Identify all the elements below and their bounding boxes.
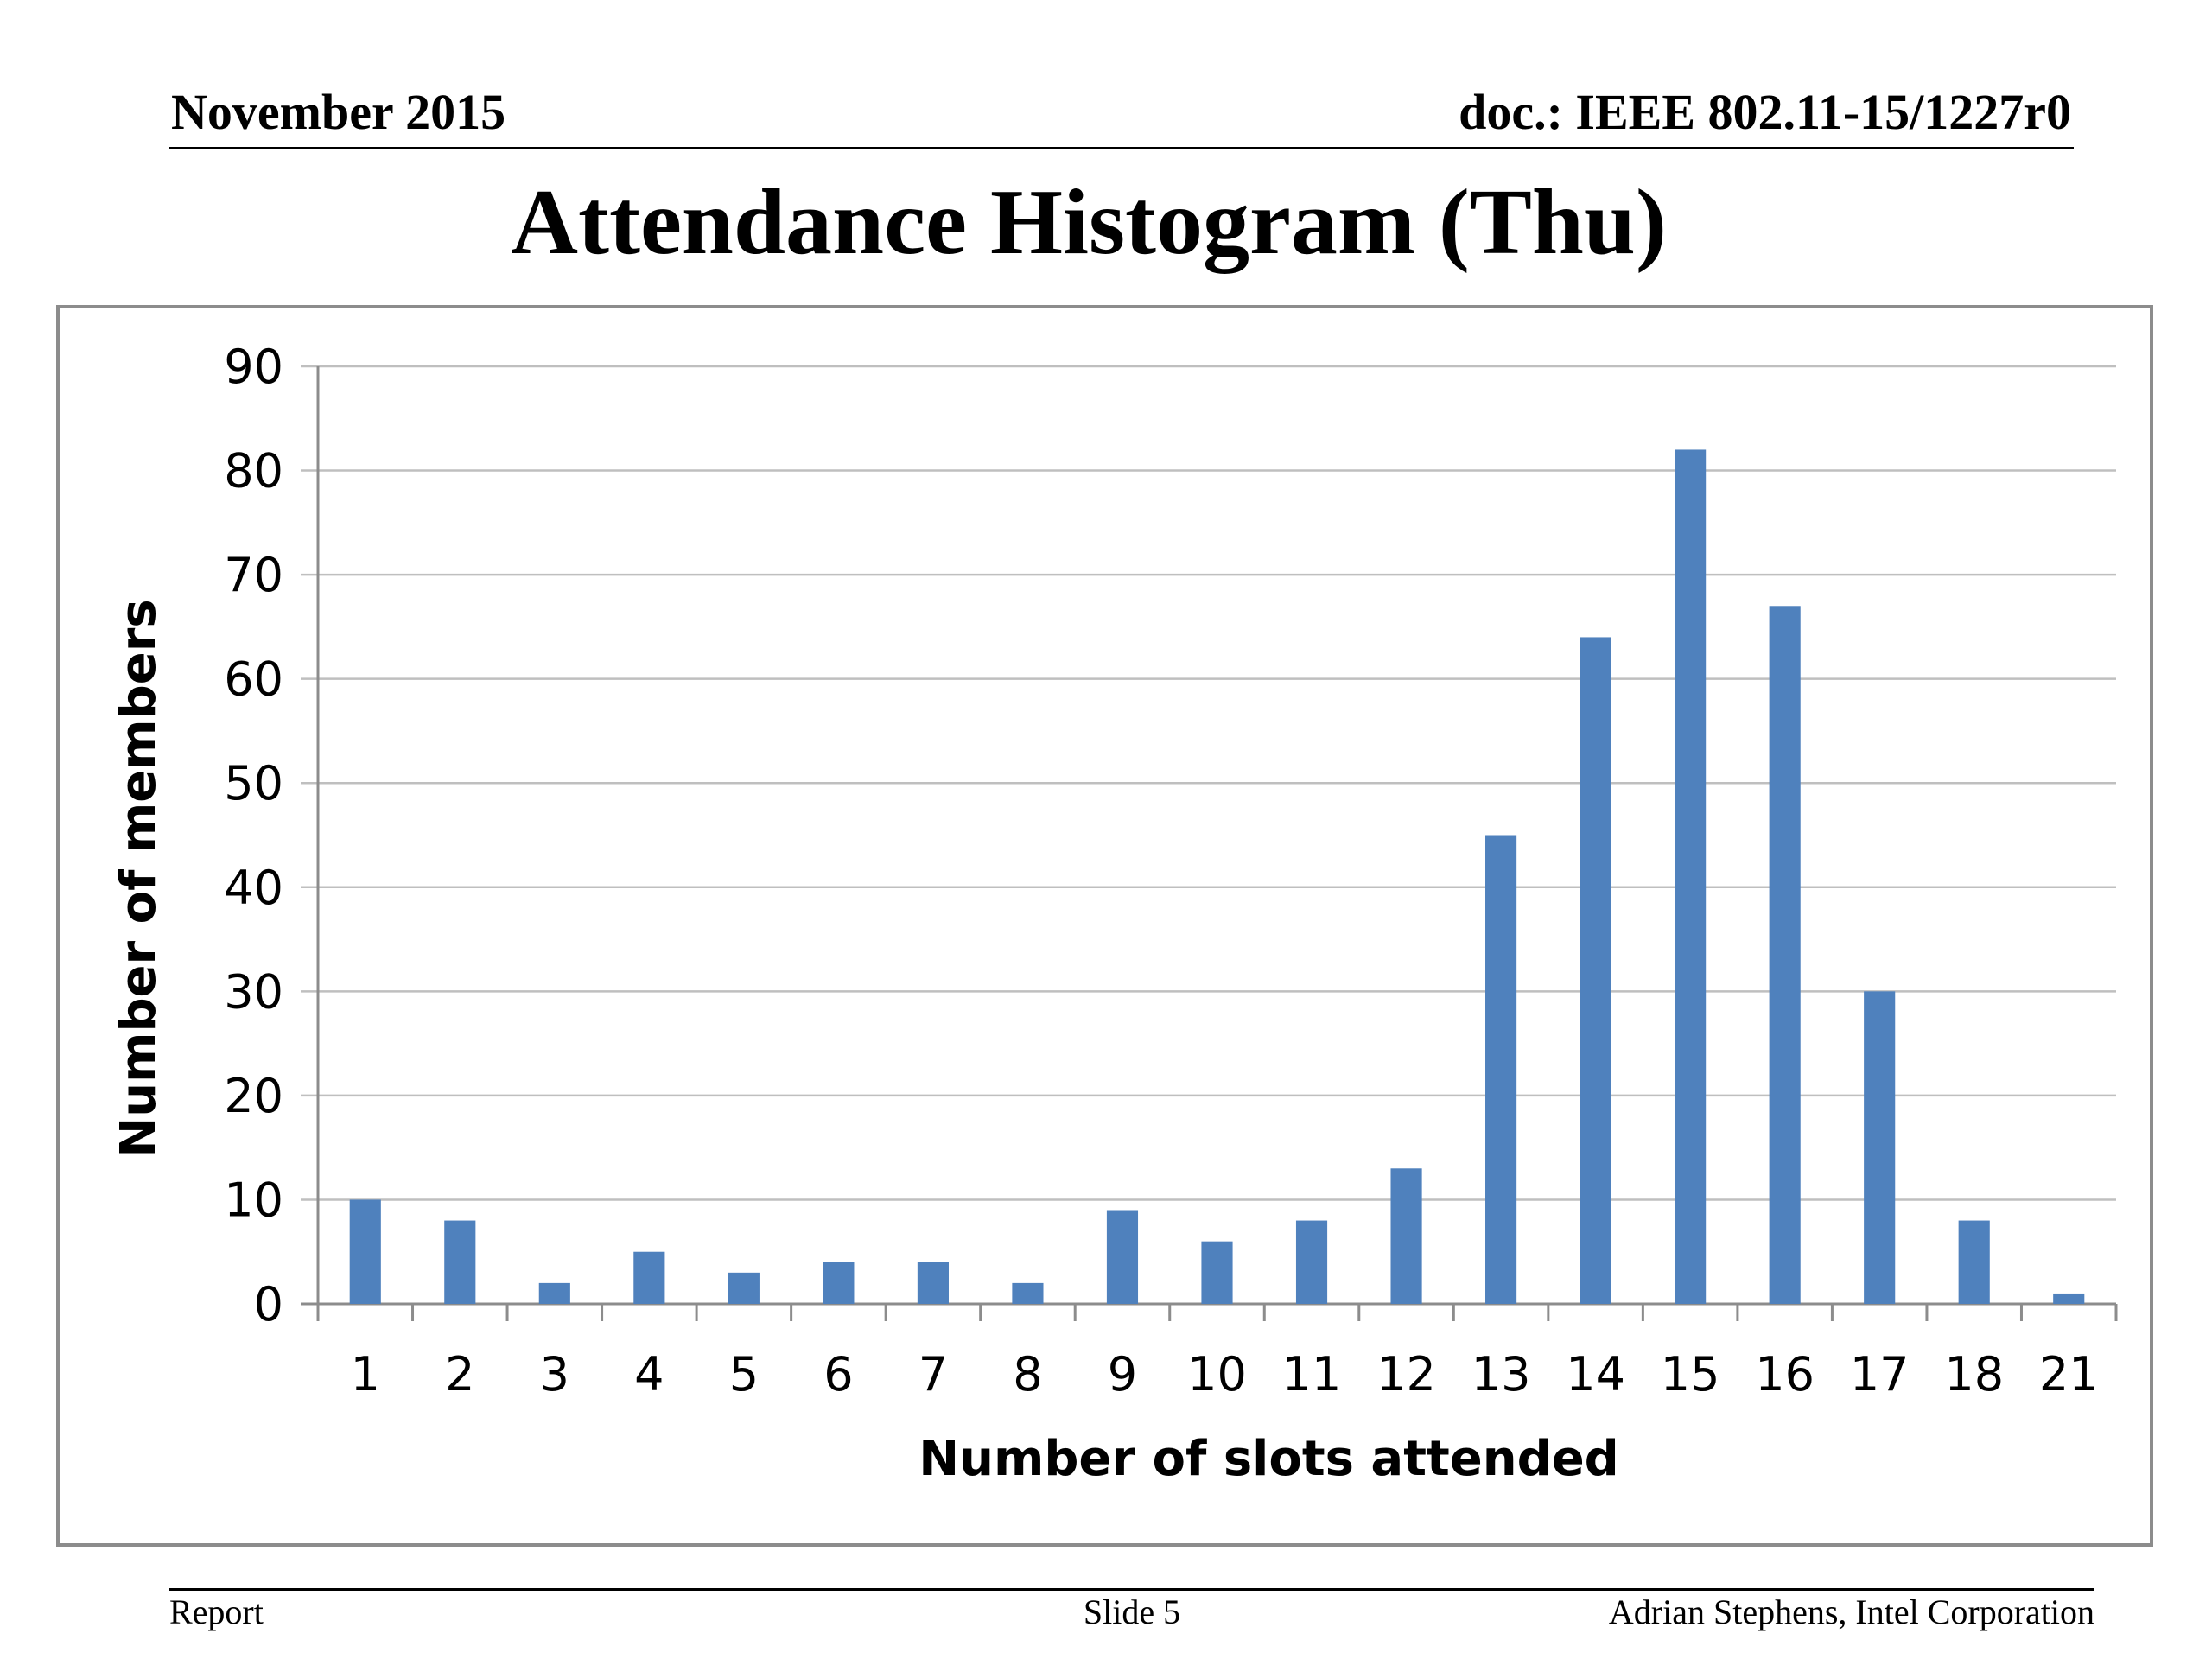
x-tick-label: 11	[1282, 1347, 1342, 1402]
x-tick-label: 1	[351, 1347, 380, 1402]
x-tick-label: 16	[1755, 1347, 1815, 1402]
bar	[1485, 835, 1517, 1304]
y-tick-label: 40	[224, 861, 283, 915]
y-tick-label: 50	[224, 756, 283, 810]
x-tick-label: 3	[540, 1347, 569, 1402]
x-axis-title: Number of slots attended	[918, 1431, 1619, 1487]
y-tick-label: 0	[254, 1277, 283, 1332]
y-tick-label: 70	[224, 548, 283, 602]
bar	[1012, 1282, 1044, 1304]
x-tick-label: 6	[823, 1347, 853, 1402]
bar	[823, 1262, 855, 1304]
x-tick-label: 17	[1850, 1347, 1910, 1402]
y-axis-title: Number of members	[111, 599, 167, 1157]
x-tick-label: 18	[1944, 1347, 2004, 1402]
slide-number: Slide 5	[1083, 1592, 1181, 1631]
y-tick-label: 60	[224, 652, 283, 707]
bar	[349, 1199, 381, 1304]
y-tick-label: 30	[224, 964, 283, 1019]
bar	[1958, 1220, 1990, 1304]
header-date: November 2015	[171, 84, 506, 140]
x-tick-label: 13	[1471, 1347, 1531, 1402]
x-tick-label: 7	[918, 1347, 948, 1402]
bar	[538, 1282, 570, 1304]
x-tick-label: 14	[1566, 1347, 1625, 1402]
slide-title: Attendance Histogram (Thu)	[511, 171, 1667, 274]
bar	[728, 1272, 760, 1304]
x-tick-label: 8	[1013, 1347, 1042, 1402]
footer-author: Adrian Stephens, Intel Corporation	[1608, 1592, 2094, 1631]
header-divider	[169, 147, 2074, 149]
chart-frame: 0 10 20 30 40 50 60 70 80 90 1 2 3 4 5 6 7 8 9 10 11 12 13 14 15…	[56, 305, 2153, 1547]
footer-label: Report	[169, 1592, 264, 1631]
y-tick-label: 20	[224, 1069, 283, 1123]
bar	[1106, 1210, 1139, 1304]
x-tick-label: 2	[445, 1347, 474, 1402]
bar	[1580, 637, 1611, 1304]
bar	[444, 1220, 476, 1304]
y-tick-label: 10	[224, 1173, 283, 1227]
x-tick-label: 12	[1376, 1347, 1436, 1402]
footer-divider	[169, 1588, 2094, 1591]
x-tick-label: 21	[2039, 1347, 2099, 1402]
x-tick-label: 5	[729, 1347, 759, 1402]
y-tick-label: 80	[224, 444, 283, 499]
x-tick-label: 15	[1661, 1347, 1720, 1402]
x-tick-label: 9	[1108, 1347, 1137, 1402]
bar	[2053, 1293, 2085, 1304]
x-tick-label: 10	[1187, 1347, 1247, 1402]
bar	[1390, 1168, 1422, 1304]
bar	[1201, 1241, 1233, 1304]
header-doc-id: doc.: IEEE 802.11-15/1227r0	[1459, 84, 2071, 140]
bar	[1295, 1220, 1328, 1304]
y-tick-label: 90	[224, 340, 283, 394]
bar	[633, 1251, 665, 1304]
bar	[1675, 449, 1707, 1304]
bar	[1769, 606, 1801, 1304]
x-tick-label: 4	[634, 1347, 664, 1402]
bar	[1864, 991, 1896, 1304]
bar	[917, 1262, 949, 1304]
